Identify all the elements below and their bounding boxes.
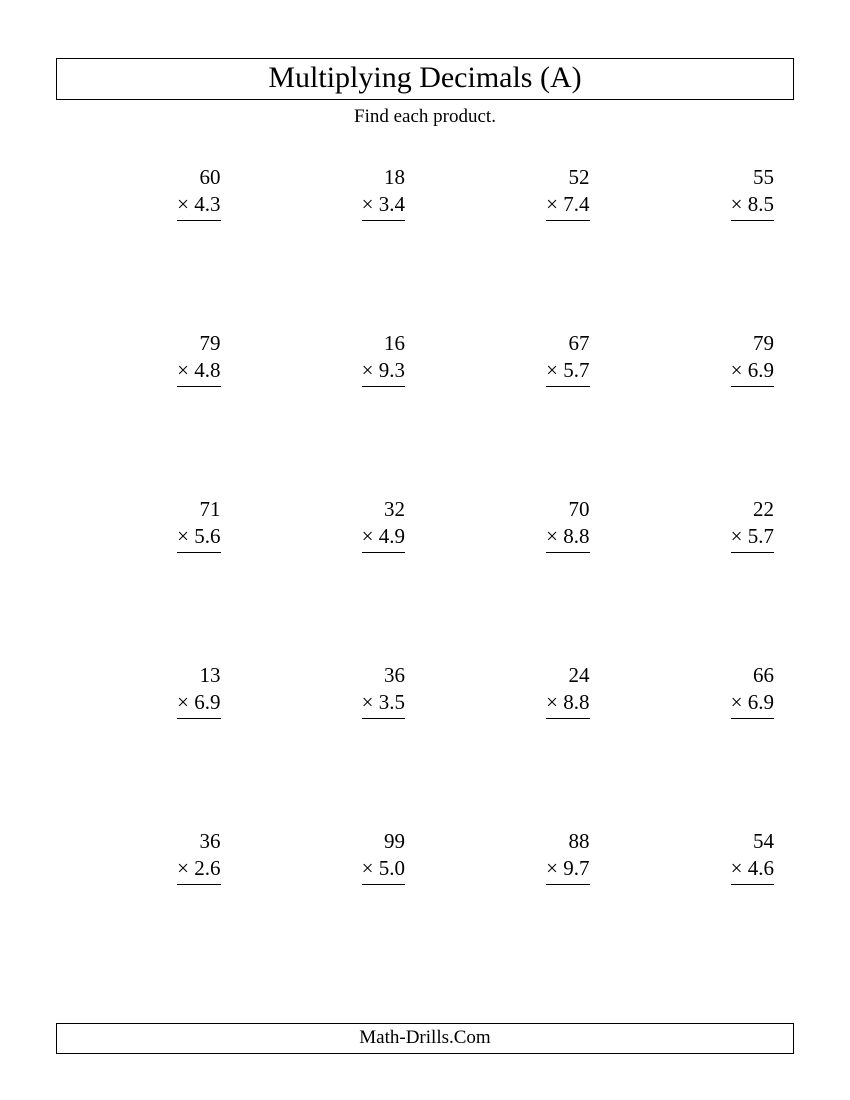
- multiplicand: 66: [753, 662, 774, 689]
- multiplier-row: × 4.8: [177, 357, 220, 386]
- multiplicand: 32: [384, 496, 405, 523]
- problem: 18× 3.4: [241, 164, 426, 330]
- problem: 79× 4.8: [56, 330, 241, 496]
- multiplicand: 16: [384, 330, 405, 357]
- page-title: Multiplying Decimals (A): [56, 58, 794, 100]
- problem: 79× 6.9: [610, 330, 795, 496]
- multiplicand: 79: [200, 330, 221, 357]
- problem: 32× 4.9: [241, 496, 426, 662]
- multiplier-row: × 2.6: [177, 855, 220, 884]
- multiplicand: 36: [200, 828, 221, 855]
- multiplier-row: × 6.9: [731, 689, 774, 718]
- problem: 24× 8.8: [425, 662, 610, 828]
- problems-grid: 60× 4.318× 3.452× 7.455× 8.579× 4.816× 9…: [56, 164, 794, 994]
- multiplicand: 88: [569, 828, 590, 855]
- worksheet-page: Multiplying Decimals (A) Find each produ…: [0, 0, 850, 1100]
- multiplier-row: × 3.4: [362, 191, 405, 220]
- problem: 13× 6.9: [56, 662, 241, 828]
- multiplier-row: × 8.8: [546, 523, 589, 552]
- multiplier-row: × 4.9: [362, 523, 405, 552]
- problem: 88× 9.7: [425, 828, 610, 994]
- multiplicand: 36: [384, 662, 405, 689]
- problem: 66× 6.9: [610, 662, 795, 828]
- problem: 52× 7.4: [425, 164, 610, 330]
- problem: 70× 8.8: [425, 496, 610, 662]
- multiplier-row: × 5.7: [731, 523, 774, 552]
- multiplier-row: × 8.5: [731, 191, 774, 220]
- multiplier-row: × 9.7: [546, 855, 589, 884]
- problem: 16× 9.3: [241, 330, 426, 496]
- multiplicand: 67: [569, 330, 590, 357]
- problem: 71× 5.6: [56, 496, 241, 662]
- multiplier-row: × 4.3: [177, 191, 220, 220]
- multiplicand: 71: [200, 496, 221, 523]
- multiplicand: 70: [569, 496, 590, 523]
- problem: 54× 4.6: [610, 828, 795, 994]
- multiplier-row: × 6.9: [177, 689, 220, 718]
- multiplicand: 18: [384, 164, 405, 191]
- multiplier-row: × 5.0: [362, 855, 405, 884]
- multiplicand: 99: [384, 828, 405, 855]
- multiplier-row: × 6.9: [731, 357, 774, 386]
- multiplicand: 52: [569, 164, 590, 191]
- multiplicand: 55: [753, 164, 774, 191]
- multiplier-row: × 8.8: [546, 689, 589, 718]
- problem: 22× 5.7: [610, 496, 795, 662]
- problem: 55× 8.5: [610, 164, 795, 330]
- problem: 36× 3.5: [241, 662, 426, 828]
- multiplicand: 13: [200, 662, 221, 689]
- multiplicand: 79: [753, 330, 774, 357]
- problem: 67× 5.7: [425, 330, 610, 496]
- multiplicand: 24: [569, 662, 590, 689]
- problem: 60× 4.3: [56, 164, 241, 330]
- problem: 99× 5.0: [241, 828, 426, 994]
- multiplier-row: × 5.7: [546, 357, 589, 386]
- problem: 36× 2.6: [56, 828, 241, 994]
- multiplier-row: × 4.6: [731, 855, 774, 884]
- multiplier-row: × 9.3: [362, 357, 405, 386]
- page-subtitle: Find each product.: [56, 106, 794, 128]
- multiplicand: 54: [753, 828, 774, 855]
- multiplicand: 60: [200, 164, 221, 191]
- multiplier-row: × 3.5: [362, 689, 405, 718]
- multiplier-row: × 5.6: [177, 523, 220, 552]
- multiplier-row: × 7.4: [546, 191, 589, 220]
- page-footer: Math-Drills.Com: [56, 1023, 794, 1054]
- multiplicand: 22: [753, 496, 774, 523]
